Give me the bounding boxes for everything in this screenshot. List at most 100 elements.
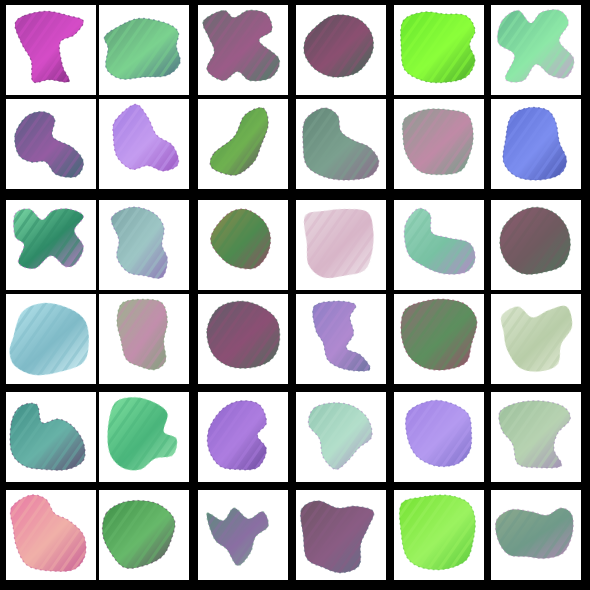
- sample-tile: [491, 200, 581, 290]
- blob-texture: [10, 494, 87, 572]
- blob-texture: [400, 299, 477, 371]
- generated-blob-image: [498, 400, 571, 469]
- blob-edge: [400, 11, 476, 84]
- blob-texture: [498, 400, 571, 468]
- blob-edge: [14, 10, 85, 84]
- blob-edge: [499, 206, 571, 275]
- sample-tile: [491, 5, 581, 95]
- blob-texture: [116, 299, 168, 370]
- blob-edge: [498, 400, 571, 469]
- blob-texture: [312, 301, 371, 372]
- blob-texture: [405, 400, 472, 467]
- blob-texture: [112, 104, 179, 172]
- blob-edge: [312, 300, 371, 372]
- blob-texture: [402, 108, 474, 175]
- blob-edge: [209, 107, 269, 176]
- blob-texture: [13, 208, 84, 269]
- blob-texture: [303, 208, 374, 279]
- blob-edge: [494, 507, 574, 560]
- blob-edge: [8, 302, 90, 376]
- generated-blob-image: [398, 494, 476, 571]
- blob-texture: [104, 18, 181, 80]
- blob-edge: [398, 494, 476, 571]
- sample-tile: [6, 392, 96, 482]
- sample-tile: [296, 392, 386, 482]
- sample-tile: [198, 490, 288, 580]
- sample-tile: [6, 200, 96, 290]
- generated-blob-image: [14, 110, 85, 178]
- sample-tile: [99, 5, 189, 95]
- blob-texture: [308, 402, 373, 470]
- generated-blob-image: [206, 507, 270, 567]
- sample-tile: [296, 490, 386, 580]
- blob-texture: [303, 14, 374, 78]
- blob-texture: [400, 11, 476, 83]
- sample-tile: [99, 490, 189, 580]
- sample-tile: [99, 200, 189, 290]
- blob-edge: [206, 300, 281, 369]
- blob-edge: [401, 108, 474, 176]
- sample-tile: [491, 490, 581, 580]
- blob-texture: [210, 208, 271, 269]
- blob-texture: [10, 403, 86, 471]
- sample-tile: [6, 490, 96, 580]
- blob-edge: [14, 110, 85, 178]
- generated-blob-image: [116, 298, 169, 371]
- generated-blob-image: [14, 10, 85, 84]
- generated-blob-image: [499, 206, 571, 275]
- generated-blob-image: [401, 108, 474, 176]
- sample-tile: [6, 294, 96, 384]
- generated-blob-image: [400, 298, 478, 371]
- blob-edge: [500, 305, 573, 373]
- blob-texture: [404, 208, 476, 275]
- blob-texture: [500, 305, 573, 372]
- sample-tile: [6, 99, 96, 189]
- sample-tile: [491, 392, 581, 482]
- blob-edge: [209, 208, 272, 270]
- blob-texture: [499, 207, 571, 275]
- sample-tile: [296, 200, 386, 290]
- generated-blob-image: [307, 402, 373, 471]
- generated-blob-image: [106, 396, 178, 471]
- sample-tile: [394, 5, 484, 95]
- sample-tile: [99, 99, 189, 189]
- blob-edge: [112, 103, 180, 172]
- generated-blob-image: [9, 402, 86, 471]
- blob-texture: [202, 10, 280, 81]
- blob-texture: [399, 495, 476, 570]
- generated-blob-image: [303, 14, 375, 78]
- blob-edge: [403, 207, 476, 275]
- sample-tile: [296, 294, 386, 384]
- blob-texture: [497, 9, 574, 83]
- generated-blob-image: [302, 107, 380, 181]
- blob-texture: [107, 397, 177, 471]
- generated-blob-image: [206, 400, 268, 471]
- sample-tile: [296, 5, 386, 95]
- generated-blob-image: [8, 302, 90, 376]
- blob-texture: [302, 107, 379, 180]
- blob-edge: [9, 494, 87, 573]
- sample-tile: [491, 294, 581, 384]
- sample-tile: [99, 294, 189, 384]
- sample-tile: [198, 294, 288, 384]
- sample-tile: [394, 392, 484, 482]
- generated-blob-image: [12, 208, 85, 270]
- blob-edge: [303, 14, 375, 78]
- blob-texture: [14, 11, 84, 83]
- blob-edge: [307, 402, 373, 471]
- sample-tile: [394, 200, 484, 290]
- blob-texture: [9, 302, 89, 376]
- blob-edge: [12, 208, 85, 270]
- blob-edge: [110, 206, 169, 279]
- generated-blob-image: [206, 300, 281, 369]
- generated-blob-image: [101, 499, 176, 569]
- sample-tile: [394, 294, 484, 384]
- blob-texture: [300, 500, 374, 573]
- blob-texture: [207, 400, 267, 470]
- blob-edge: [299, 500, 375, 574]
- generated-blob-image: [303, 208, 375, 279]
- generated-blob-image: [312, 300, 371, 372]
- generated-blob-image: [403, 207, 476, 275]
- generated-blob-image: [112, 103, 180, 172]
